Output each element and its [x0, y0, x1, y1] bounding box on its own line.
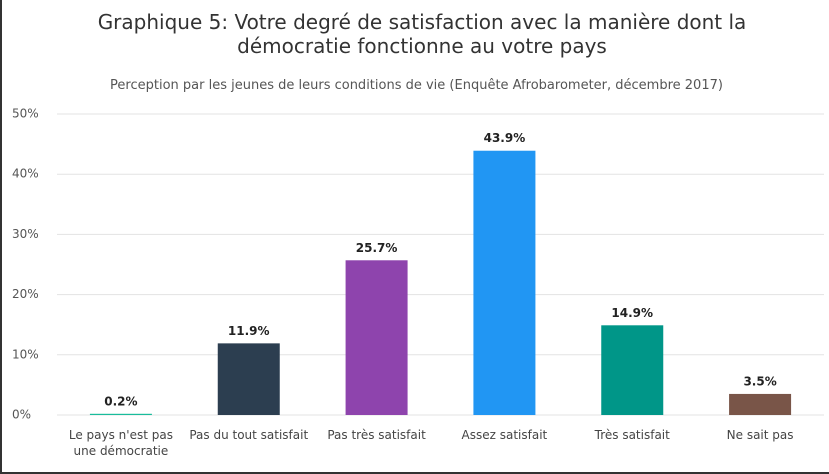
- x-tick-label: Pas très satisfait: [327, 428, 426, 442]
- y-tick-label: 50%: [12, 107, 39, 121]
- x-tick-label: Très satisfait: [594, 428, 670, 442]
- x-tick-label: Pas du tout satisfait: [189, 428, 309, 442]
- data-label: 14.9%: [611, 306, 653, 320]
- y-tick-label: 20%: [12, 287, 39, 301]
- data-label: 0.2%: [104, 394, 137, 408]
- data-label: 43.9%: [484, 131, 526, 145]
- y-tick-label: 30%: [12, 227, 39, 241]
- x-tick-label: Ne sait pas: [726, 428, 794, 442]
- bar: [89, 413, 152, 415]
- bar: [345, 260, 408, 415]
- chart-subtitle: Perception par les jeunes de leurs condi…: [110, 78, 723, 93]
- data-label: 3.5%: [743, 374, 776, 388]
- y-tick-label: 10%: [12, 347, 39, 361]
- y-tick-label: 40%: [12, 167, 39, 181]
- x-tick-label: Le pays n'est pas une démocratie: [68, 428, 173, 458]
- data-label: 25.7%: [356, 241, 398, 255]
- chart-title: Graphique 5: Votre degré de satisfaction…: [97, 10, 747, 58]
- bar: [729, 393, 792, 415]
- x-tick-label: Assez satisfait: [461, 428, 548, 442]
- y-tick-label: 0%: [12, 408, 31, 422]
- data-label: 11.9%: [228, 324, 270, 338]
- bar: [217, 343, 280, 415]
- bar: [601, 325, 664, 415]
- bar: [473, 150, 536, 416]
